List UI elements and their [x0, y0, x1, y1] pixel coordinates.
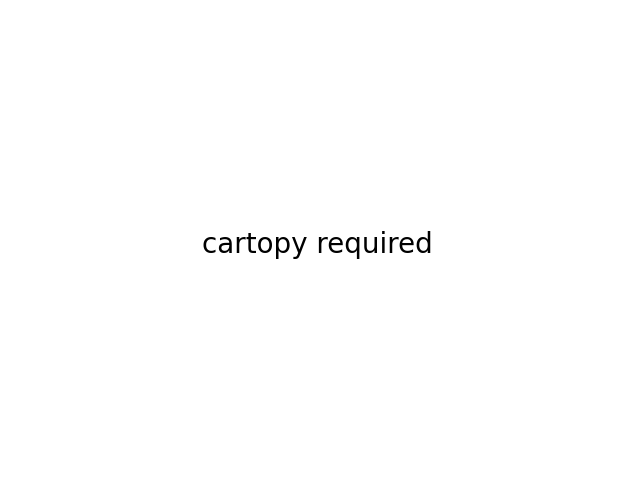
Text: cartopy required: cartopy required	[202, 231, 432, 259]
